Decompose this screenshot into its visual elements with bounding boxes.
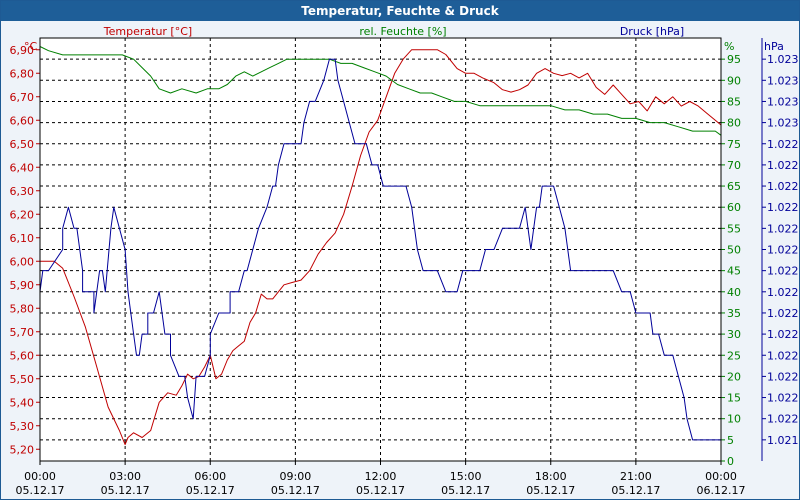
y-mid-tick-label: 95: [727, 53, 741, 66]
y-left-unit: °C: [24, 40, 38, 53]
y-mid-tick-label: 20: [727, 370, 741, 383]
y-left-label: Temperatur [°C]: [103, 25, 192, 38]
y-right-tick-label: 1.022: [767, 392, 799, 405]
y-right-tick-label: 1.022: [767, 328, 799, 341]
y-right-tick-label: 1.022: [767, 349, 799, 362]
y-mid-tick-label: 0: [727, 455, 734, 468]
y-right-label: Druck [hPa]: [620, 25, 684, 38]
x-tick-time: 12:00: [365, 470, 397, 483]
y-mid-tick-label: 65: [727, 180, 741, 193]
x-tick-date: 05.12.17: [611, 484, 660, 497]
y-left-tick-label: 5,90: [10, 279, 35, 292]
y-mid-tick-label: 30: [727, 328, 741, 341]
y-mid-tick-label: 70: [727, 159, 741, 172]
y-right-tick-label: 1.022: [767, 138, 799, 151]
y-right-tick-label: 1.022: [767, 286, 799, 299]
x-tick-date: 05.12.17: [186, 484, 235, 497]
x-tick-time: 21:00: [620, 470, 652, 483]
y-right-tick-label: 1.022: [767, 265, 799, 278]
y-right-tick-label: 1.022: [767, 201, 799, 214]
y-mid-tick-label: 40: [727, 286, 741, 299]
y-right-tick-label: 1.022: [767, 180, 799, 193]
y-mid-tick-label: 5: [727, 434, 734, 447]
y-left-tick-label: 5,30: [10, 420, 35, 433]
y-right-tick-label: 1.022: [767, 159, 799, 172]
x-tick-date: 05.12.17: [271, 484, 320, 497]
y-right-unit: hPa: [764, 40, 784, 53]
y-right-tick-label: 1.022: [767, 370, 799, 383]
y-left-tick-label: 6,00: [10, 255, 35, 268]
y-right-tick-label: 1.023: [767, 53, 799, 66]
x-tick-time: 00:00: [24, 470, 56, 483]
x-tick-date: 05.12.17: [441, 484, 490, 497]
humidity-line: [39, 46, 722, 136]
x-tick-date: 05.12.17: [356, 484, 405, 497]
y-right-tick-label: 1.023: [767, 117, 799, 130]
y-left-tick-label: 5,20: [10, 443, 35, 456]
y-right-tick-label: 1.022: [767, 222, 799, 235]
chart-title: Temperatur, Feuchte & Druck: [1, 1, 799, 21]
y-mid-tick-label: 35: [727, 307, 741, 320]
y-mid-tick-label: 60: [727, 201, 741, 214]
y-left-tick-label: 5,70: [10, 326, 35, 339]
x-tick-time: 03:00: [109, 470, 141, 483]
y-left-tick-label: 6,50: [10, 138, 35, 151]
x-tick-date: 05.12.17: [16, 484, 65, 497]
y-mid-tick-label: 15: [727, 392, 741, 405]
y-mid-unit: %: [724, 40, 734, 53]
y-right-tick-label: 1.022: [767, 244, 799, 257]
y-mid-tick-label: 75: [727, 138, 741, 151]
x-tick-time: 15:00: [450, 470, 482, 483]
x-tick-date: 05.12.17: [101, 484, 150, 497]
y-left-tick-label: 6,20: [10, 208, 35, 221]
x-tick-date: 05.12.17: [526, 484, 575, 497]
y-left-tick-label: 6,90: [10, 44, 35, 57]
y-left-tick-label: 6,10: [10, 232, 35, 245]
y-left-tick-label: 6,70: [10, 91, 35, 104]
temperature-line: [40, 49, 722, 446]
axes: 00:0005.12.1703:0005.12.1706:0005.12.170…: [10, 37, 799, 497]
x-tick-time: 06:00: [194, 470, 226, 483]
y-right-tick-label: 1.021: [767, 434, 799, 447]
y-left-tick-label: 6,30: [10, 185, 35, 198]
y-left-tick-label: 6,60: [10, 114, 35, 127]
y-mid-tick-label: 80: [727, 117, 741, 130]
y-left-tick-label: 5,50: [10, 373, 35, 386]
y-right-tick-label: 1.022: [767, 307, 799, 320]
y-mid-tick-label: 45: [727, 265, 741, 278]
pressure-line: [39, 58, 721, 441]
y-right-tick-label: 1.023: [767, 95, 799, 108]
x-tick-time: 09:00: [280, 470, 312, 483]
y-right-tick-label: 1.023: [767, 74, 799, 87]
y-left-tick-label: 5,60: [10, 349, 35, 362]
y-right-tick-label: 1.022: [767, 413, 799, 426]
y-mid-tick-label: 90: [727, 74, 741, 87]
y-mid-tick-label: 10: [727, 413, 741, 426]
plot-border: [39, 37, 722, 462]
y-mid-tick-label: 50: [727, 244, 741, 257]
y-mid-label: rel. Feuchte [%]: [359, 25, 446, 38]
y-left-tick-label: 5,80: [10, 302, 35, 315]
x-tick-date: 06.12.17: [697, 484, 746, 497]
y-mid-tick-label: 55: [727, 222, 741, 235]
x-tick-time: 00:00: [705, 470, 737, 483]
y-mid-tick-label: 85: [727, 95, 741, 108]
y-mid-tick-label: 25: [727, 349, 741, 362]
y-left-tick-label: 6,80: [10, 67, 35, 80]
x-tick-time: 18:00: [535, 470, 567, 483]
series-layer: [39, 46, 722, 446]
y-left-tick-label: 5,40: [10, 396, 35, 409]
y-left-tick-label: 6,40: [10, 161, 35, 174]
